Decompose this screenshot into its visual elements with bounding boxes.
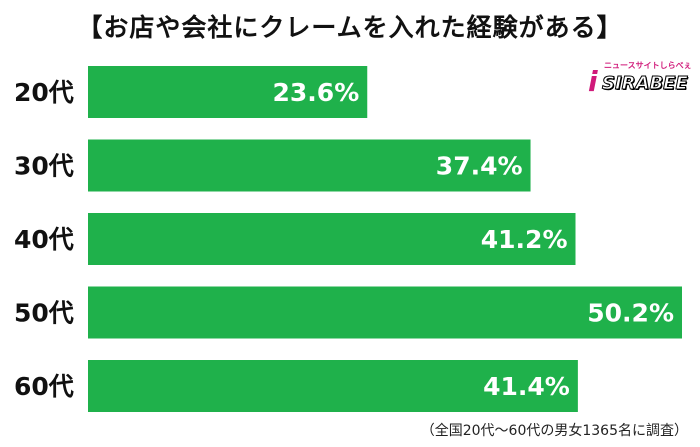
category-label: 50代 xyxy=(14,299,74,328)
category-label: 20代 xyxy=(14,78,74,107)
bar xyxy=(88,213,576,265)
data-label: 41.2% xyxy=(481,225,568,254)
bar xyxy=(88,66,368,118)
logo-text: SIRABEE xyxy=(602,73,689,94)
bar xyxy=(88,360,578,412)
sirabee-logo: ニュースサイトしらべぇ i SIRABEE xyxy=(588,60,692,100)
chart-title: 【お店や会社にクレームを入れた経験がある】 xyxy=(77,13,623,42)
logo-tagline: ニュースサイトしらべぇ xyxy=(604,61,692,70)
category-label: 40代 xyxy=(14,225,74,254)
data-label: 23.6% xyxy=(273,78,360,107)
data-label: 41.4% xyxy=(483,372,570,401)
survey-note: （全国20代～60代の男女1365名に調査） xyxy=(420,423,688,439)
logo-main: i SIRABEE xyxy=(588,65,689,98)
bar xyxy=(88,139,531,192)
logo-mark: i xyxy=(588,65,598,98)
category-label: 60代 xyxy=(14,372,74,401)
data-label: 37.4% xyxy=(436,152,523,181)
data-label: 50.2% xyxy=(587,299,674,328)
category-label: 30代 xyxy=(14,152,74,181)
bar xyxy=(88,286,682,339)
